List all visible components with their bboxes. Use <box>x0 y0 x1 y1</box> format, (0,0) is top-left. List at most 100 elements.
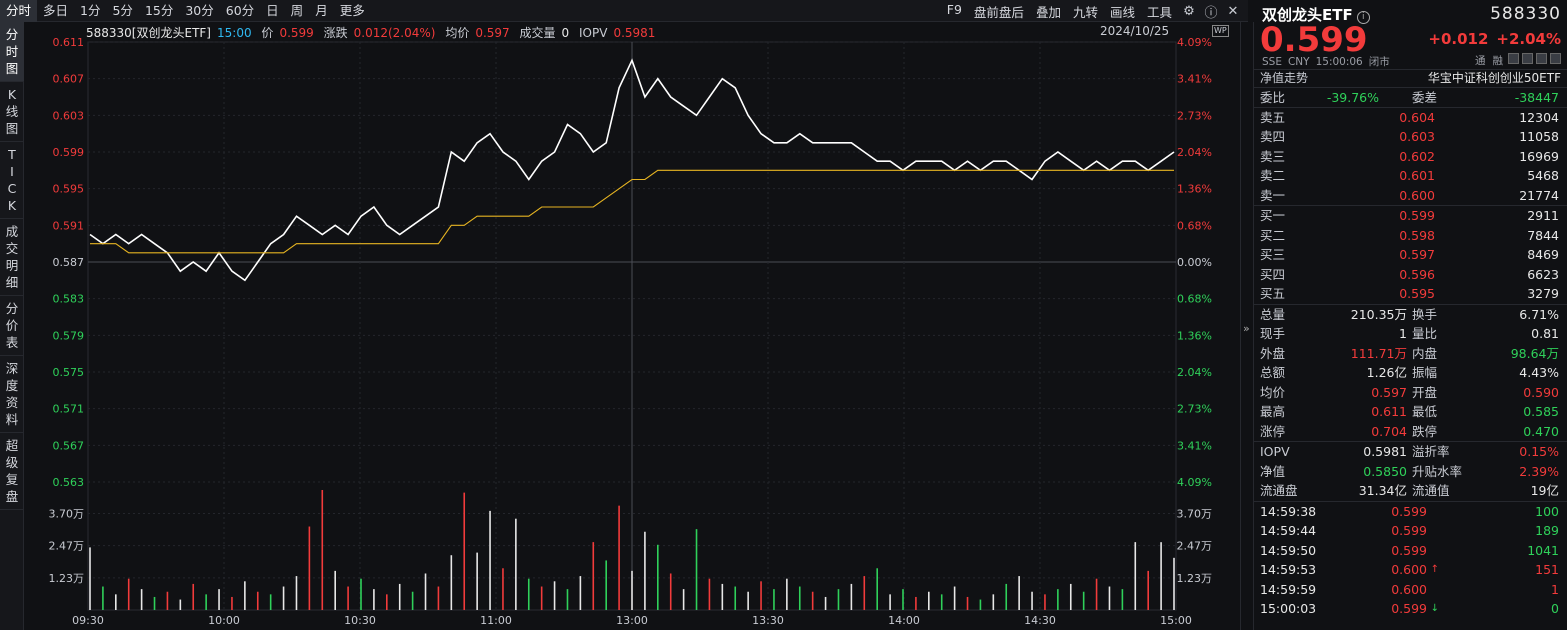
y-tick-label-right: 2.73% <box>1177 109 1212 122</box>
more-icon[interactable] <box>1550 53 1561 64</box>
order-book-row[interactable]: 买四 0.596 6623 <box>1254 265 1567 285</box>
stat-row[interactable]: 涨停 0.704 跌停 0.470 <box>1254 422 1567 442</box>
timeframe-tab[interactable]: 周 <box>290 2 304 18</box>
toolbar-button[interactable]: 叠加 <box>1035 4 1061 20</box>
timeframe-tab[interactable]: 60分 <box>225 2 255 18</box>
order-book-row[interactable]: 卖一 0.600 21774 <box>1254 186 1567 206</box>
average-price-line <box>90 169 1174 254</box>
view-tab[interactable]: 成交明细 <box>0 219 24 296</box>
timeframe-tab[interactable]: 日 <box>266 2 279 18</box>
view-tab-char: 表 <box>5 335 19 350</box>
nav-trend-label[interactable]: 净值走势 <box>1260 71 1309 85</box>
timeframe-tab[interactable]: 5分 <box>112 2 133 18</box>
x-tick-label: 10:00 <box>208 614 240 627</box>
toolbar-button[interactable]: 盘前盘后 <box>973 4 1024 20</box>
book-level-label: 买一 <box>1260 208 1286 223</box>
toolbar-button[interactable]: 工具 <box>1146 4 1172 20</box>
stat-row[interactable]: 现手 1 量比 0.81 <box>1254 324 1567 344</box>
tick-row[interactable]: 14:59:50 0.599 1041 <box>1254 541 1567 561</box>
tick-volume: 189 <box>1535 523 1559 538</box>
toolbar-button[interactable]: 画线 <box>1109 4 1135 20</box>
book-level-label: 买二 <box>1260 227 1286 243</box>
order-book-row[interactable]: 买五 0.595 3279 <box>1254 284 1567 304</box>
stat-value: 31.34亿 <box>1358 483 1407 498</box>
stat-row[interactable]: 总额 1.26亿 振幅 4.43% <box>1254 363 1567 383</box>
stat-label: 现手 <box>1260 326 1286 341</box>
info-icon[interactable]: ⓘ <box>1204 5 1218 21</box>
view-tab-char: 级 <box>5 455 19 470</box>
fund-stats-table: IOPV 0.5981 溢折率 0.15% 净值 0.5850 升贴水率 2.39% 流通盘 31… <box>1254 442 1567 502</box>
timeframe-tabs: 分时 多日 1分 5分 15分 30分 60分日周月更多 <box>0 0 371 22</box>
y-tick-label-left: 0.575 <box>53 366 85 379</box>
tick-time: 15:00:03 <box>1260 601 1317 616</box>
weibi-label: 委比 <box>1260 90 1286 105</box>
stat-row[interactable]: IOPV 0.5981 溢折率 0.15% <box>1254 442 1567 462</box>
tick-volume: 1 <box>1551 581 1559 597</box>
intraday-chart[interactable]: 0.611 4.09% 0.607 3.41% 0.603 2.73% 0.599 2.04%… <box>24 22 1240 630</box>
volume-tick-label-left: 2.47万 <box>49 540 85 553</box>
timeframe-tab[interactable]: 1分 <box>80 2 101 18</box>
stat-label: 总量 <box>1260 306 1286 322</box>
info-circle-icon[interactable]: i <box>1356 11 1370 24</box>
tick-volume: 151 <box>1535 562 1559 577</box>
x-tick-label: 13:30 <box>752 614 784 627</box>
link-icon[interactable] <box>1536 53 1547 64</box>
timeframe-tab[interactable]: 月 <box>315 2 328 18</box>
toolbar-button[interactable]: 九转 <box>1072 4 1098 20</box>
expand-chevron-icon[interactable]: » <box>1243 322 1250 335</box>
panel-splitter[interactable]: » <box>1240 22 1254 630</box>
book-level-price: 0.604 <box>1399 109 1435 125</box>
tick-row[interactable]: 14:59:44 0.599 189 <box>1254 521 1567 541</box>
tracked-index[interactable]: 华宝中证科创创业50ETF <box>1427 71 1561 85</box>
view-tab[interactable]: 分时图 <box>0 22 24 82</box>
tick-row[interactable]: 14:59:53 0.600 ↑ 151 <box>1254 560 1567 580</box>
stat-row[interactable]: 外盘 111.71万 内盘 98.64万 <box>1254 344 1567 364</box>
order-book-row[interactable]: 买二 0.598 7844 <box>1254 226 1567 246</box>
stat-row[interactable]: 最高 0.611 最低 0.585 <box>1254 402 1567 422</box>
edit-icon[interactable] <box>1508 53 1519 64</box>
stat-row[interactable]: 流通盘 31.34亿 流通值 19亿 <box>1254 481 1567 501</box>
timeframe-tab[interactable]: 更多 <box>339 2 365 18</box>
settings-gear-icon[interactable]: ⚙ <box>1183 3 1195 19</box>
y-tick-label-right: 0.68% <box>1177 219 1212 232</box>
order-book-row[interactable]: 买一 0.599 2911 <box>1254 206 1567 226</box>
tick-row[interactable]: 14:59:38 0.599 100 <box>1254 502 1567 522</box>
stat-value: 1 <box>1399 326 1407 341</box>
change-abs: +0.012 <box>1428 30 1489 48</box>
view-tab-char: 图 <box>5 121 19 136</box>
stat-row[interactable]: 总量 210.35万 换手 6.71% <box>1254 305 1567 325</box>
stat-row[interactable]: 净值 0.5850 升贴水率 2.39% <box>1254 462 1567 482</box>
stat-value: 210.35万 <box>1350 306 1407 322</box>
timeframe-tab[interactable]: 15分 <box>144 2 174 18</box>
order-book-row[interactable]: 卖二 0.601 5468 <box>1254 166 1567 186</box>
nav-row[interactable]: 净值走势 华宝中证科创创业50ETF <box>1254 70 1567 88</box>
stat-value: 0.704 <box>1371 423 1407 439</box>
tag-tong[interactable]: 通 <box>1475 55 1486 67</box>
stat-row[interactable]: 均价 0.597 开盘 0.590 <box>1254 383 1567 403</box>
stat-label: 最低 <box>1412 404 1438 419</box>
y-tick-label-right: 2.04% <box>1177 146 1212 159</box>
edit-alt-icon[interactable] <box>1522 53 1533 64</box>
tag-rong[interactable]: 融 <box>1492 55 1504 67</box>
chart-time: 15:00 <box>217 26 252 40</box>
view-tab[interactable]: 分价表 <box>0 296 24 356</box>
wp-badge[interactable]: WP <box>1212 25 1229 37</box>
book-level-price: 0.597 <box>1399 247 1435 262</box>
timeframe-tab[interactable]: 多日 <box>43 2 69 18</box>
view-tab-char: K <box>7 87 17 102</box>
order-book-row[interactable]: 卖五 0.604 12304 <box>1254 108 1567 128</box>
timeframe-tab[interactable]: 分时 <box>0 0 38 22</box>
close-icon[interactable]: ✕ <box>1227 3 1239 19</box>
toolbar-button[interactable]: F9 <box>946 1 962 17</box>
timeframe-tab[interactable]: 30分 <box>185 2 214 18</box>
order-book-row[interactable]: 卖四 0.603 11058 <box>1254 127 1567 147</box>
order-book-row[interactable]: 买三 0.597 8469 <box>1254 245 1567 265</box>
x-tick-label: 15:00 <box>1160 614 1192 627</box>
tick-row[interactable]: 15:00:03 0.599 ↓ 0 <box>1254 599 1567 619</box>
tick-row[interactable]: 14:59:59 0.600 1 <box>1254 580 1567 600</box>
view-tab[interactable]: 深度资料 <box>0 356 24 433</box>
order-book-row[interactable]: 卖三 0.602 16969 <box>1254 147 1567 167</box>
view-tab[interactable]: 超级复盘 <box>0 433 24 510</box>
